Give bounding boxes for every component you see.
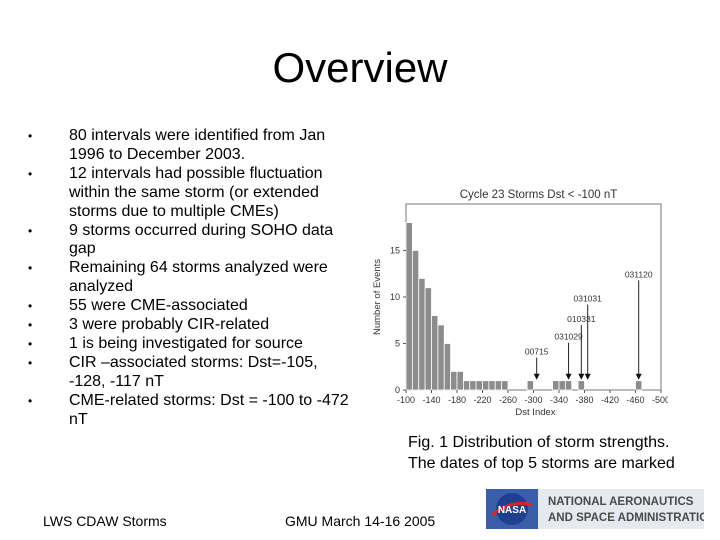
histogram-bar <box>456 370 464 391</box>
bullet-dot: • <box>28 166 33 181</box>
bullet-item: • 12 intervals had possible fluctuation w… <box>28 165 358 222</box>
nasa-meatball-icon <box>496 493 528 525</box>
slide-title: Overview <box>272 44 448 91</box>
bullet-text: 1 is being investigated for source <box>69 334 303 352</box>
y-tick-label: 15 <box>390 246 400 256</box>
storm-date-label: 010331 <box>567 314 596 324</box>
x-tick-label: -180 <box>448 395 466 405</box>
histogram-bar <box>526 380 534 391</box>
histogram-bar <box>469 380 477 391</box>
histogram-bar <box>488 380 496 391</box>
histogram-bar <box>577 380 585 391</box>
nasa-logo-line-2: AND SPACE ADMINISTRATION <box>548 512 704 524</box>
bullet-item: • 9 storms occurred during SOHO data gap <box>28 222 358 260</box>
x-tick-label: -380 <box>575 395 593 405</box>
histogram-bar <box>475 380 483 391</box>
bullet-item: • CIR –associated storms: Dst=-105, -128,… <box>28 354 358 392</box>
bullet-text: 12 intervals had possible fluctuation wi… <box>69 164 323 220</box>
histogram-bar <box>418 278 426 391</box>
bullet-item: • Remaining 64 storms analyzed were analy… <box>28 259 358 297</box>
bullet-item: • 1 is being investigated for source <box>28 335 358 354</box>
histogram-bar <box>424 287 432 391</box>
x-tick-label: -140 <box>422 395 440 405</box>
bullet-dot: • <box>28 129 33 143</box>
histogram-bar <box>482 380 490 391</box>
annotation-arrow-head <box>565 373 572 380</box>
histogram-bar <box>552 380 560 391</box>
histogram-bar <box>558 380 566 391</box>
histogram-bar <box>450 370 458 391</box>
histogram-bar <box>564 380 573 391</box>
annotation-arrow-head <box>533 373 540 380</box>
storm-date-label: 00715 <box>525 347 549 357</box>
histogram-bar <box>462 380 471 391</box>
bullet-item: • 55 were CME-associated <box>28 297 358 316</box>
chart-title: Cycle 23 Storms Dst < -100 nT <box>460 189 618 201</box>
x-tick-label: -260 <box>499 395 517 405</box>
x-tick-label: -300 <box>524 395 542 405</box>
caption-line-1: Fig. 1 Distribution of storm strengths. <box>408 434 670 451</box>
histogram-bar <box>494 380 503 391</box>
bullet-text: CME-related storms: Dst = -100 to -472 n… <box>69 391 349 428</box>
histogram-bar <box>411 250 420 391</box>
bullet-dot: • <box>28 393 33 408</box>
histogram-bar <box>635 380 643 391</box>
figure-caption: Fig. 1 Distribution of storm strengths. … <box>408 432 718 474</box>
bullet-dot: • <box>28 261 33 276</box>
y-axis-label: Number of Events <box>372 259 383 335</box>
nasa-emblem-text: NASA <box>498 505 526 516</box>
bullet-dot: • <box>28 223 33 238</box>
bullet-text: 3 were probably CIR-related <box>69 316 270 334</box>
bullet-text: CIR –associated storms: Dst=-105, -128, … <box>69 353 318 390</box>
y-tick-label: 0 <box>395 385 400 395</box>
x-tick-label: -420 <box>601 395 619 405</box>
nasa-logo-line-1: NATIONAL AERONAUTICS <box>548 496 694 508</box>
storm-date-label: 031029 <box>554 332 583 342</box>
bullet-item: • CME-related storms: Dst = -100 to -472 … <box>28 392 358 430</box>
storm-date-label: 031120 <box>625 269 653 279</box>
y-tick-label: 5 <box>395 339 400 349</box>
storm-date-label: 031031 <box>574 294 603 304</box>
histogram-bar <box>405 222 413 391</box>
x-axis-label: Dst Index <box>515 407 555 418</box>
x-tick-label: -500 <box>652 395 668 405</box>
x-tick-label: -460 <box>626 395 644 405</box>
histogram-bar <box>501 380 509 391</box>
annotation-arrow-head <box>584 373 591 380</box>
x-tick-label: -220 <box>473 395 491 405</box>
histogram-bar <box>431 315 439 391</box>
bullet-dot: • <box>28 336 33 351</box>
storm-histogram-chart: Cycle 23 Storms Dst < -100 nT051015-100-… <box>372 189 668 418</box>
x-tick-label: -100 <box>397 395 415 405</box>
annotation-arrow-head <box>635 373 642 380</box>
bullet-item: • 3 were probably CIR-related <box>28 316 358 335</box>
bullet-dot: • <box>28 299 33 314</box>
bullet-text: Remaining 64 storms analyzed were analyz… <box>69 259 328 296</box>
histogram-bar <box>437 324 445 391</box>
histogram-bar <box>443 343 452 391</box>
bullet-dot: • <box>28 318 33 333</box>
y-tick-label: 10 <box>390 292 400 302</box>
caption-line-2: The dates of top 5 storms are marked <box>408 455 675 472</box>
footer-left-text: LWS CDAW Storms <box>43 513 167 529</box>
bullet-text: 80 intervals were identified from Jan 19… <box>69 127 326 163</box>
bullet-text: 55 were CME-associated <box>69 297 248 315</box>
bullet-list: • 80 intervals were identified from Jan 1… <box>28 127 358 430</box>
annotation-arrow-head <box>578 373 585 380</box>
bullet-text: 9 storms occurred during SOHO data gap <box>69 221 334 258</box>
bullet-item: • 80 intervals were identified from Jan 1… <box>28 127 358 165</box>
nasa-logo: NASA NATIONAL AERONAUTICS AND SPACE ADMI… <box>486 489 704 529</box>
footer-center-text: GMU March 14-16 2005 <box>285 513 436 529</box>
x-tick-label: -340 <box>550 395 568 405</box>
bullet-dot: • <box>28 355 33 370</box>
